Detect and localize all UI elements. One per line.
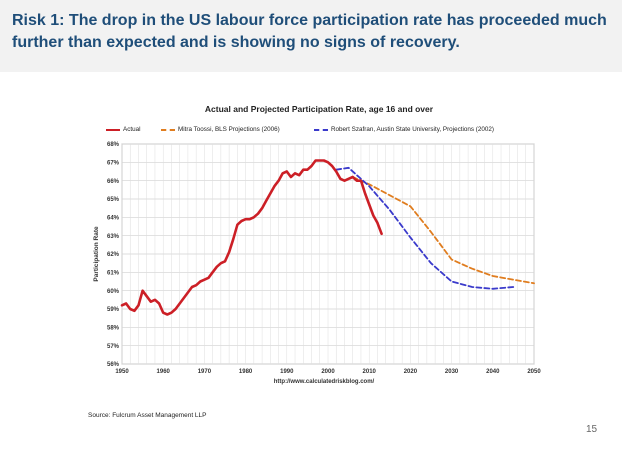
legend-label-actual: Actual (123, 126, 141, 133)
legend-swatch-szafran (314, 128, 328, 131)
series-line-actual (120, 159, 383, 316)
x-tick-label: 1970 (198, 369, 212, 375)
legend-item-szafran: Robert Szafran, Austin State University,… (314, 126, 494, 133)
x-tick-label: 1980 (239, 369, 253, 375)
series-line-szafran (335, 166, 515, 290)
participation-rate-chart: Actual and Projected Participation Rate,… (88, 104, 550, 394)
y-tick-label: 61% (107, 271, 120, 277)
legend-swatch-toossi (161, 128, 175, 131)
x-tick-label: 2040 (486, 369, 500, 375)
x-tick-label: 2000 (321, 369, 335, 375)
page-number: 15 (586, 424, 598, 435)
slide-header: Risk 1: The drop in the US labour force … (0, 0, 622, 72)
y-tick-label: 67% (107, 161, 120, 167)
y-axis-label: Participation Rate (93, 226, 100, 282)
x-tick-label: 2050 (527, 369, 541, 375)
legend-item-toossi: Mitra Toossi, BLS Projections (2006) (161, 126, 280, 133)
y-tick-label: 65% (107, 197, 120, 203)
legend-label-toossi: Mitra Toossi, BLS Projections (2006) (178, 126, 280, 133)
source-note: Source: Fulcrum Asset Management LLP (88, 412, 207, 419)
x-tick-label: 2010 (363, 369, 377, 375)
series-line-toossi (351, 176, 535, 285)
y-tick-label: 58% (107, 326, 120, 332)
x-axis-label: http://www.calculatedriskblog.com/ (274, 379, 375, 385)
legend-item-actual: Actual (106, 126, 141, 133)
chart-legend: Actual Mitra Toossi, BLS Projections (20… (106, 126, 550, 138)
x-tick-label: 1960 (157, 369, 171, 375)
y-tick-label: 57% (107, 344, 120, 350)
y-tick-label: 60% (107, 289, 120, 295)
y-tick-label: 66% (107, 179, 120, 185)
plot-area: 56% 57% 58% 59% 60% 61% 62% 63% 64% 65% 66% 67% 68% 1… (93, 142, 541, 385)
legend-swatch-actual (106, 128, 120, 131)
slide-title: Risk 1: The drop in the US labour force … (12, 12, 607, 51)
y-tick-label: 59% (107, 307, 120, 313)
y-tick-label: 56% (107, 362, 120, 368)
x-tick-label: 1990 (280, 369, 294, 375)
y-tick-label: 63% (107, 234, 120, 240)
x-tick-label: 2030 (445, 369, 459, 375)
x-tick-label: 1950 (115, 369, 129, 375)
y-tick-label: 68% (107, 142, 120, 148)
x-tick-label: 2020 (404, 369, 418, 375)
y-tick-label: 64% (107, 216, 120, 222)
legend-label-szafran: Robert Szafran, Austin State University,… (331, 126, 494, 133)
y-tick-label: 62% (107, 252, 120, 258)
chart-title: Actual and Projected Participation Rate,… (204, 104, 434, 114)
